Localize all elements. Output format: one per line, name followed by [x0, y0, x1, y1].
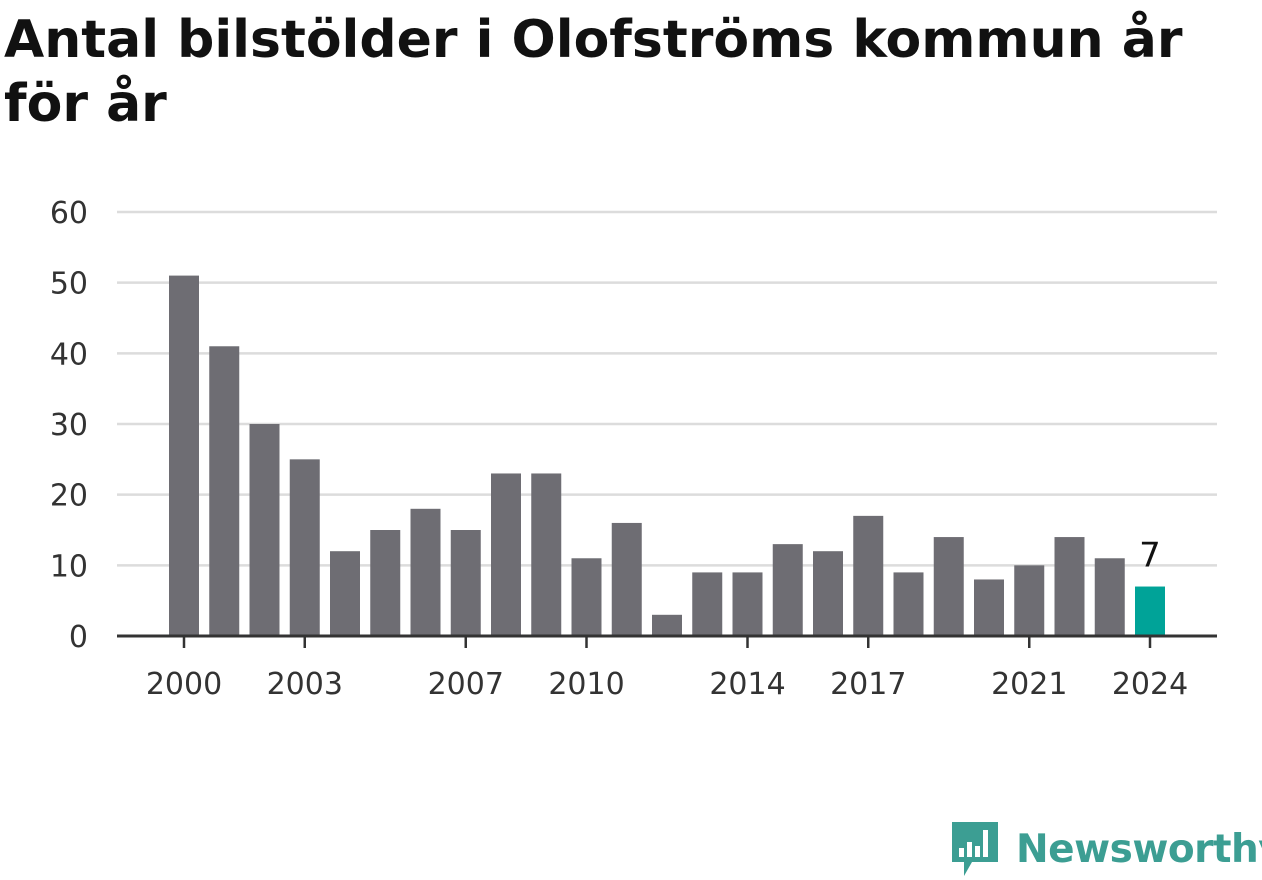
bar-2011 — [611, 522, 642, 636]
bar-2017 — [853, 515, 884, 636]
bar-2006 — [410, 508, 441, 636]
data-labels: 7 — [1139, 536, 1161, 576]
bar-2004 — [330, 551, 360, 636]
bar-2013 — [692, 572, 723, 636]
y-tick-label: 20 — [50, 479, 88, 514]
x-tick-label: 2024 — [1112, 667, 1188, 702]
y-tick-label: 10 — [50, 549, 88, 584]
bar-2016 — [813, 551, 843, 636]
bar-2014 — [732, 572, 763, 636]
x-tick-label: 2000 — [146, 667, 222, 702]
bar-2001 — [209, 346, 240, 636]
bar-2023 — [1094, 558, 1125, 636]
bar-2018 — [893, 572, 924, 636]
bars — [169, 275, 1165, 636]
brand-name: Newsworthy — [1016, 826, 1262, 872]
y-axis-tick-labels: 0 10 20 30 40 50 60 — [50, 196, 88, 655]
bar-2007 — [450, 530, 481, 636]
bar-2008 — [491, 473, 521, 636]
bar-2012 — [652, 614, 682, 636]
x-tick-label: 2007 — [428, 667, 504, 702]
x-tick-label: 2021 — [991, 667, 1067, 702]
y-tick-label: 0 — [69, 620, 88, 655]
bar-2002 — [249, 424, 280, 636]
y-tick-label: 30 — [50, 408, 88, 443]
gridlines — [117, 210, 1217, 567]
bar-2022 — [1054, 537, 1085, 636]
bar-2005 — [370, 530, 401, 636]
bar-2021 — [1014, 565, 1045, 636]
bar-2020 — [974, 579, 1004, 636]
bar-2024 — [1135, 586, 1165, 636]
y-tick-label: 50 — [50, 267, 88, 302]
x-axis: 2000 2003 2007 2010 2014 2017 2021 2024 — [117, 634, 1217, 702]
y-tick-label: 40 — [50, 337, 88, 372]
chart-title: Antal bilstölder i Olofströms kommun år … — [4, 10, 1183, 134]
bar-2015 — [772, 544, 803, 636]
bar-2009 — [531, 473, 562, 636]
x-tick-label: 2010 — [548, 667, 624, 702]
x-tick-label: 2014 — [709, 667, 785, 702]
x-tick-label: 2003 — [267, 667, 343, 702]
bar-2003 — [289, 459, 320, 636]
y-tick-label: 60 — [50, 196, 88, 231]
newsworthy-brand: Newsworthy — [950, 818, 1262, 880]
newsworthy-logo-icon — [952, 822, 998, 876]
bar-2010 — [571, 558, 602, 636]
bar-2019 — [933, 537, 964, 636]
bar-2000 — [169, 275, 199, 636]
x-tick-label: 2017 — [830, 667, 906, 702]
data-label-2024: 7 — [1139, 536, 1161, 576]
